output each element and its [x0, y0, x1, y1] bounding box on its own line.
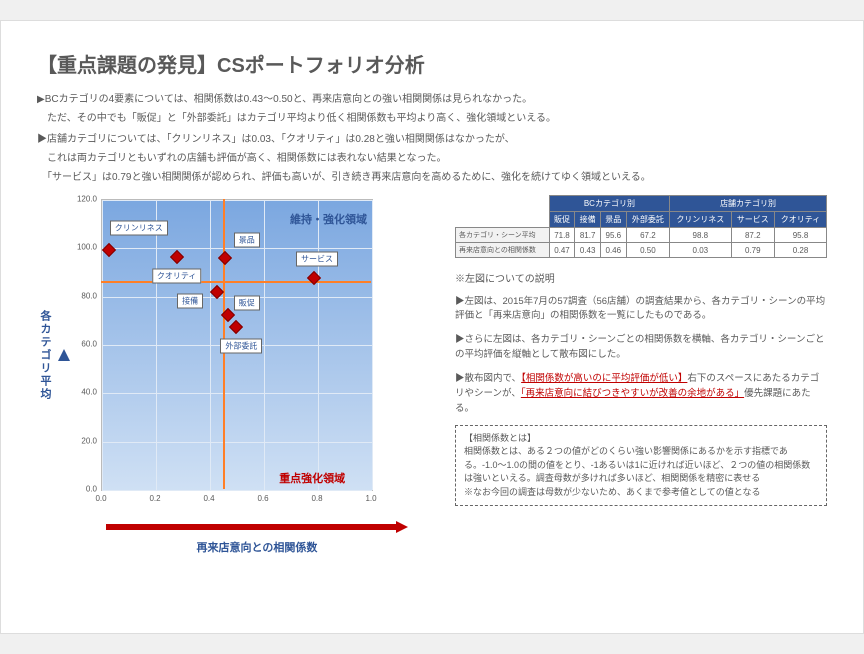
arrow-right-icon — [106, 521, 408, 533]
col-group-bc: BCカテゴリ別 — [549, 196, 669, 212]
arrow-up-icon — [59, 349, 69, 361]
col-group-store: 店舗カテゴリ別 — [670, 196, 827, 212]
slide: 【重点課題の発見】CSポートフォリオ分析 ▶BCカテゴリの4要素については、相関… — [0, 20, 864, 634]
scatter-plot: 0.00.20.40.60.81.00.020.040.060.080.0100… — [73, 195, 383, 515]
bullet-1: ▶BCカテゴリの4要素については、相関係数は0.43～0.50と、再来店意向との… — [37, 92, 827, 126]
right-panel: BCカテゴリ別 店舗カテゴリ別 販促接備景品外部委託クリンリネスサービスクオリテ… — [455, 195, 827, 506]
right-para-3: ▶散布図内で、【相関係数が高いのに平均評価が低い】右下のスペースにあたるカテゴリ… — [455, 372, 827, 416]
bullet-2: ▶店舗カテゴリについては、「クリンリネス」は0.03、「クオリティ」は0.28と… — [37, 132, 827, 185]
right-para-2: ▶さらに左図は、各カテゴリ・シーンごとの相関係数を横軸、各カテゴリ・シーンごとの… — [455, 333, 827, 362]
table-row: 再来店意向との相関係数0.470.430.460.500.030.790.28 — [456, 243, 827, 258]
data-table: BCカテゴリ別 店舗カテゴリ別 販促接備景品外部委託クリンリネスサービスクオリテ… — [455, 195, 827, 258]
right-para-1: ▶左図は、2015年7月の57調査（56店舗）の調査結果から、各カテゴリ・シーン… — [455, 295, 827, 324]
note-head: ※左図についての説明 — [455, 270, 827, 285]
y-axis-label: 各カテゴリ平均 — [37, 310, 53, 401]
definition-box: 【相関係数とは】 相関係数とは、ある２つの値がどのくらい強い影響関係にあるかを示… — [455, 425, 827, 507]
page-title: 【重点課題の発見】CSポートフォリオ分析 — [37, 49, 827, 78]
table-row: 各カテゴリ・シーン平均71.881.795.667.298.887.295.8 — [456, 228, 827, 243]
chart-panel: 各カテゴリ平均 0.00.20.40.60.81.00.020.040.060.… — [37, 195, 437, 555]
table-body: 各カテゴリ・シーン平均71.881.795.667.298.887.295.8再… — [456, 228, 827, 258]
x-axis-label: 再来店意向との相関係数 — [197, 539, 318, 555]
